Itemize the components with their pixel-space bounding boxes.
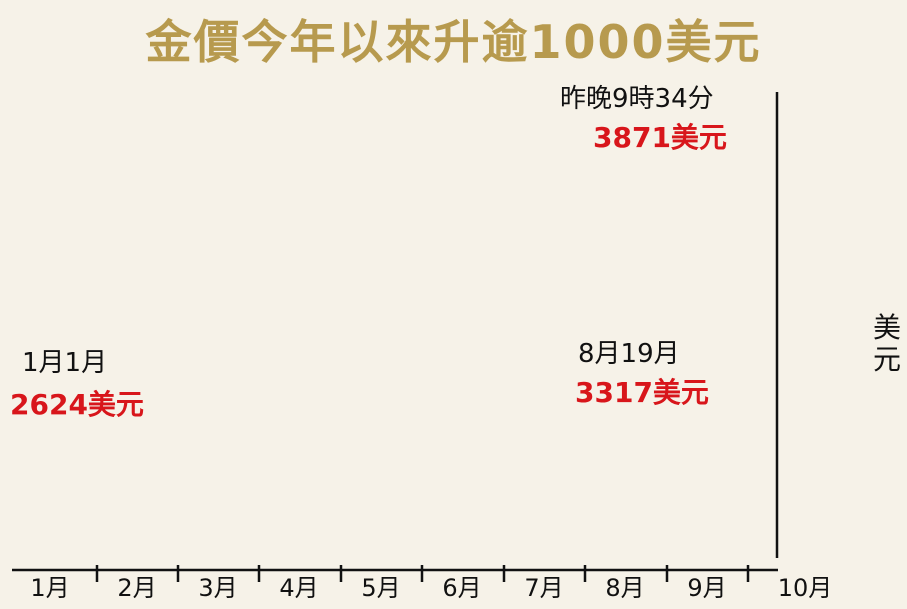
y-axis: 2600280030003200340036003800 <box>775 92 779 558</box>
annotation-start-date: 1月1月 <box>22 348 108 378</box>
x-tick-label: 3月 <box>198 574 237 602</box>
x-tick-label: 6月 <box>442 574 481 602</box>
annotation-latest-time: 昨晚9時34分 <box>560 84 714 114</box>
annotation-aug-value: 3317美元 <box>575 376 709 409</box>
x-tick-label: 2月 <box>117 574 156 602</box>
x-axis: 1月 2月 3月 4月 5月 6月 7月 8月 9月 10月 <box>12 565 832 602</box>
x-tick-label: 5月 <box>361 574 400 602</box>
annotation-start-value: 2624美元 <box>10 388 144 421</box>
x-tick-label: 8月 <box>605 574 644 602</box>
x-tick-label: 1月 <box>30 574 69 602</box>
x-tick-label: 7月 <box>524 574 563 602</box>
x-tick-label: 4月 <box>279 574 318 602</box>
y-axis-unit: 美元 <box>873 311 902 376</box>
annotation-aug-date: 8月19月 <box>578 339 680 369</box>
annotation-latest-value: 3871美元 <box>593 121 727 154</box>
x-tick-label: 10月 <box>778 574 833 602</box>
x-tick-label: 9月 <box>687 574 726 602</box>
chart-title: 金價今年以來升逾1000美元 <box>145 15 762 69</box>
